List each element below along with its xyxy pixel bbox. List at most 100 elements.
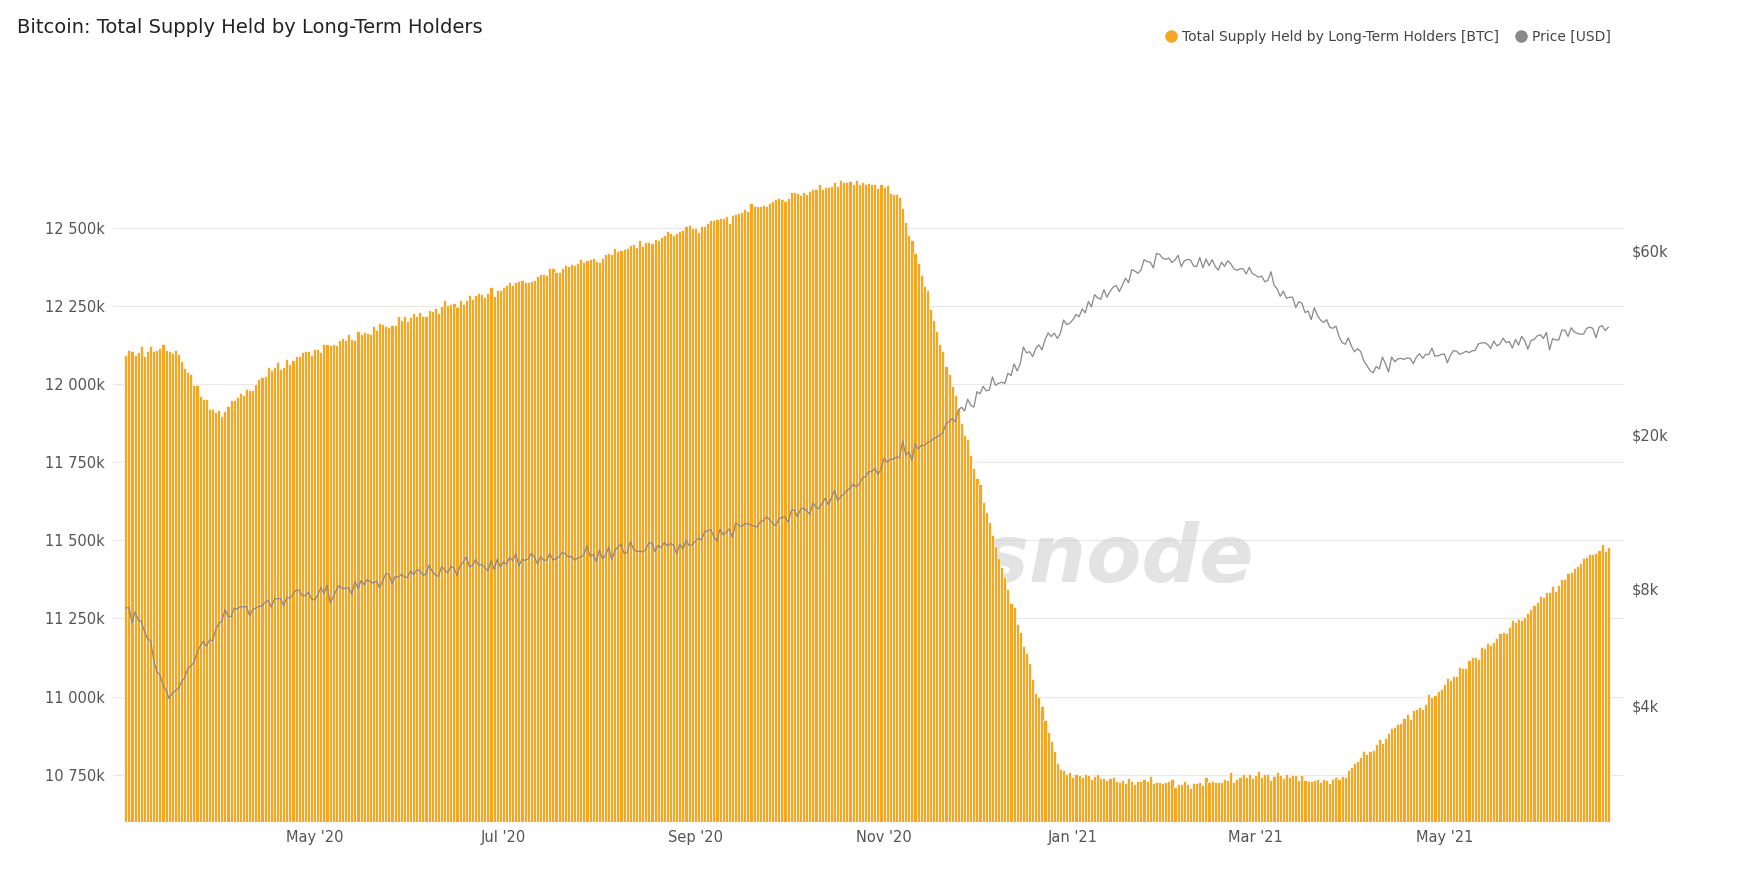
- Bar: [1585, 557, 1589, 822]
- Bar: [421, 316, 424, 822]
- Bar: [814, 188, 817, 822]
- Bar: [796, 193, 800, 822]
- Bar: [1486, 643, 1489, 822]
- Bar: [677, 230, 681, 822]
- Bar: [1289, 777, 1290, 822]
- Bar: [189, 374, 192, 822]
- Bar: [217, 411, 220, 822]
- Bar: [856, 180, 857, 822]
- Bar: [929, 309, 932, 822]
- Bar: [868, 183, 870, 822]
- Bar: [1458, 667, 1461, 822]
- Bar: [1337, 779, 1341, 822]
- Bar: [1449, 680, 1453, 822]
- Bar: [292, 361, 295, 822]
- Bar: [464, 300, 468, 822]
- Bar: [1545, 592, 1549, 822]
- Bar: [557, 271, 560, 822]
- Bar: [1065, 774, 1069, 822]
- Bar: [845, 182, 849, 822]
- Bar: [180, 362, 183, 822]
- Bar: [1322, 779, 1325, 822]
- Bar: [1193, 783, 1196, 822]
- Bar: [1378, 739, 1381, 822]
- Bar: [260, 377, 264, 822]
- Bar: [555, 271, 557, 822]
- Bar: [1112, 777, 1114, 822]
- Bar: [148, 346, 152, 822]
- Bar: [920, 275, 924, 822]
- Bar: [257, 379, 260, 822]
- Bar: [1566, 573, 1570, 822]
- Bar: [347, 334, 351, 822]
- Bar: [492, 296, 496, 822]
- Bar: [1266, 774, 1269, 822]
- Bar: [424, 315, 428, 822]
- Bar: [981, 502, 985, 822]
- Bar: [201, 399, 204, 822]
- Bar: [681, 230, 684, 822]
- Bar: [1386, 733, 1390, 822]
- Bar: [1093, 775, 1096, 822]
- Bar: [540, 274, 543, 822]
- Bar: [264, 376, 267, 822]
- Bar: [1341, 776, 1344, 822]
- Bar: [1418, 707, 1421, 822]
- Bar: [777, 198, 780, 822]
- Bar: [988, 522, 992, 822]
- Bar: [580, 259, 583, 822]
- Bar: [1049, 741, 1053, 822]
- Bar: [368, 334, 372, 822]
- Bar: [993, 546, 997, 822]
- Bar: [1262, 773, 1266, 822]
- Bar: [168, 351, 171, 822]
- Bar: [1529, 609, 1533, 822]
- Bar: [904, 222, 908, 822]
- Bar: [1158, 782, 1161, 822]
- Bar: [1241, 774, 1245, 822]
- Text: Glassnode: Glassnode: [786, 522, 1254, 599]
- Bar: [1329, 783, 1332, 822]
- Bar: [1578, 563, 1582, 822]
- Bar: [693, 228, 697, 822]
- Bar: [1426, 694, 1430, 822]
- Bar: [147, 351, 148, 822]
- Bar: [332, 344, 335, 822]
- Bar: [1550, 586, 1554, 822]
- Bar: [941, 351, 945, 822]
- Bar: [196, 385, 199, 822]
- Bar: [1437, 691, 1440, 822]
- Bar: [756, 206, 760, 822]
- Bar: [1393, 727, 1397, 822]
- Bar: [1470, 657, 1474, 822]
- Bar: [1114, 780, 1117, 822]
- Bar: [772, 201, 773, 822]
- Bar: [285, 359, 288, 822]
- Bar: [705, 223, 709, 822]
- Bar: [1509, 627, 1510, 822]
- Bar: [356, 331, 360, 822]
- Bar: [375, 330, 379, 822]
- Bar: [1250, 778, 1254, 822]
- Bar: [1502, 632, 1505, 822]
- Bar: [780, 199, 784, 822]
- Bar: [857, 184, 861, 822]
- Bar: [1069, 772, 1072, 822]
- Bar: [1442, 684, 1446, 822]
- Bar: [1603, 551, 1606, 822]
- Bar: [892, 195, 896, 822]
- Bar: [468, 296, 471, 822]
- Bar: [637, 240, 641, 822]
- Bar: [604, 255, 608, 822]
- Bar: [1514, 622, 1517, 822]
- Bar: [517, 281, 520, 822]
- Bar: [171, 354, 175, 822]
- Bar: [966, 439, 969, 822]
- Bar: [440, 305, 443, 822]
- Bar: [1290, 775, 1294, 822]
- Bar: [300, 352, 304, 822]
- Bar: [1301, 775, 1304, 822]
- Bar: [1294, 775, 1297, 822]
- Bar: [960, 423, 964, 822]
- Bar: [384, 326, 388, 822]
